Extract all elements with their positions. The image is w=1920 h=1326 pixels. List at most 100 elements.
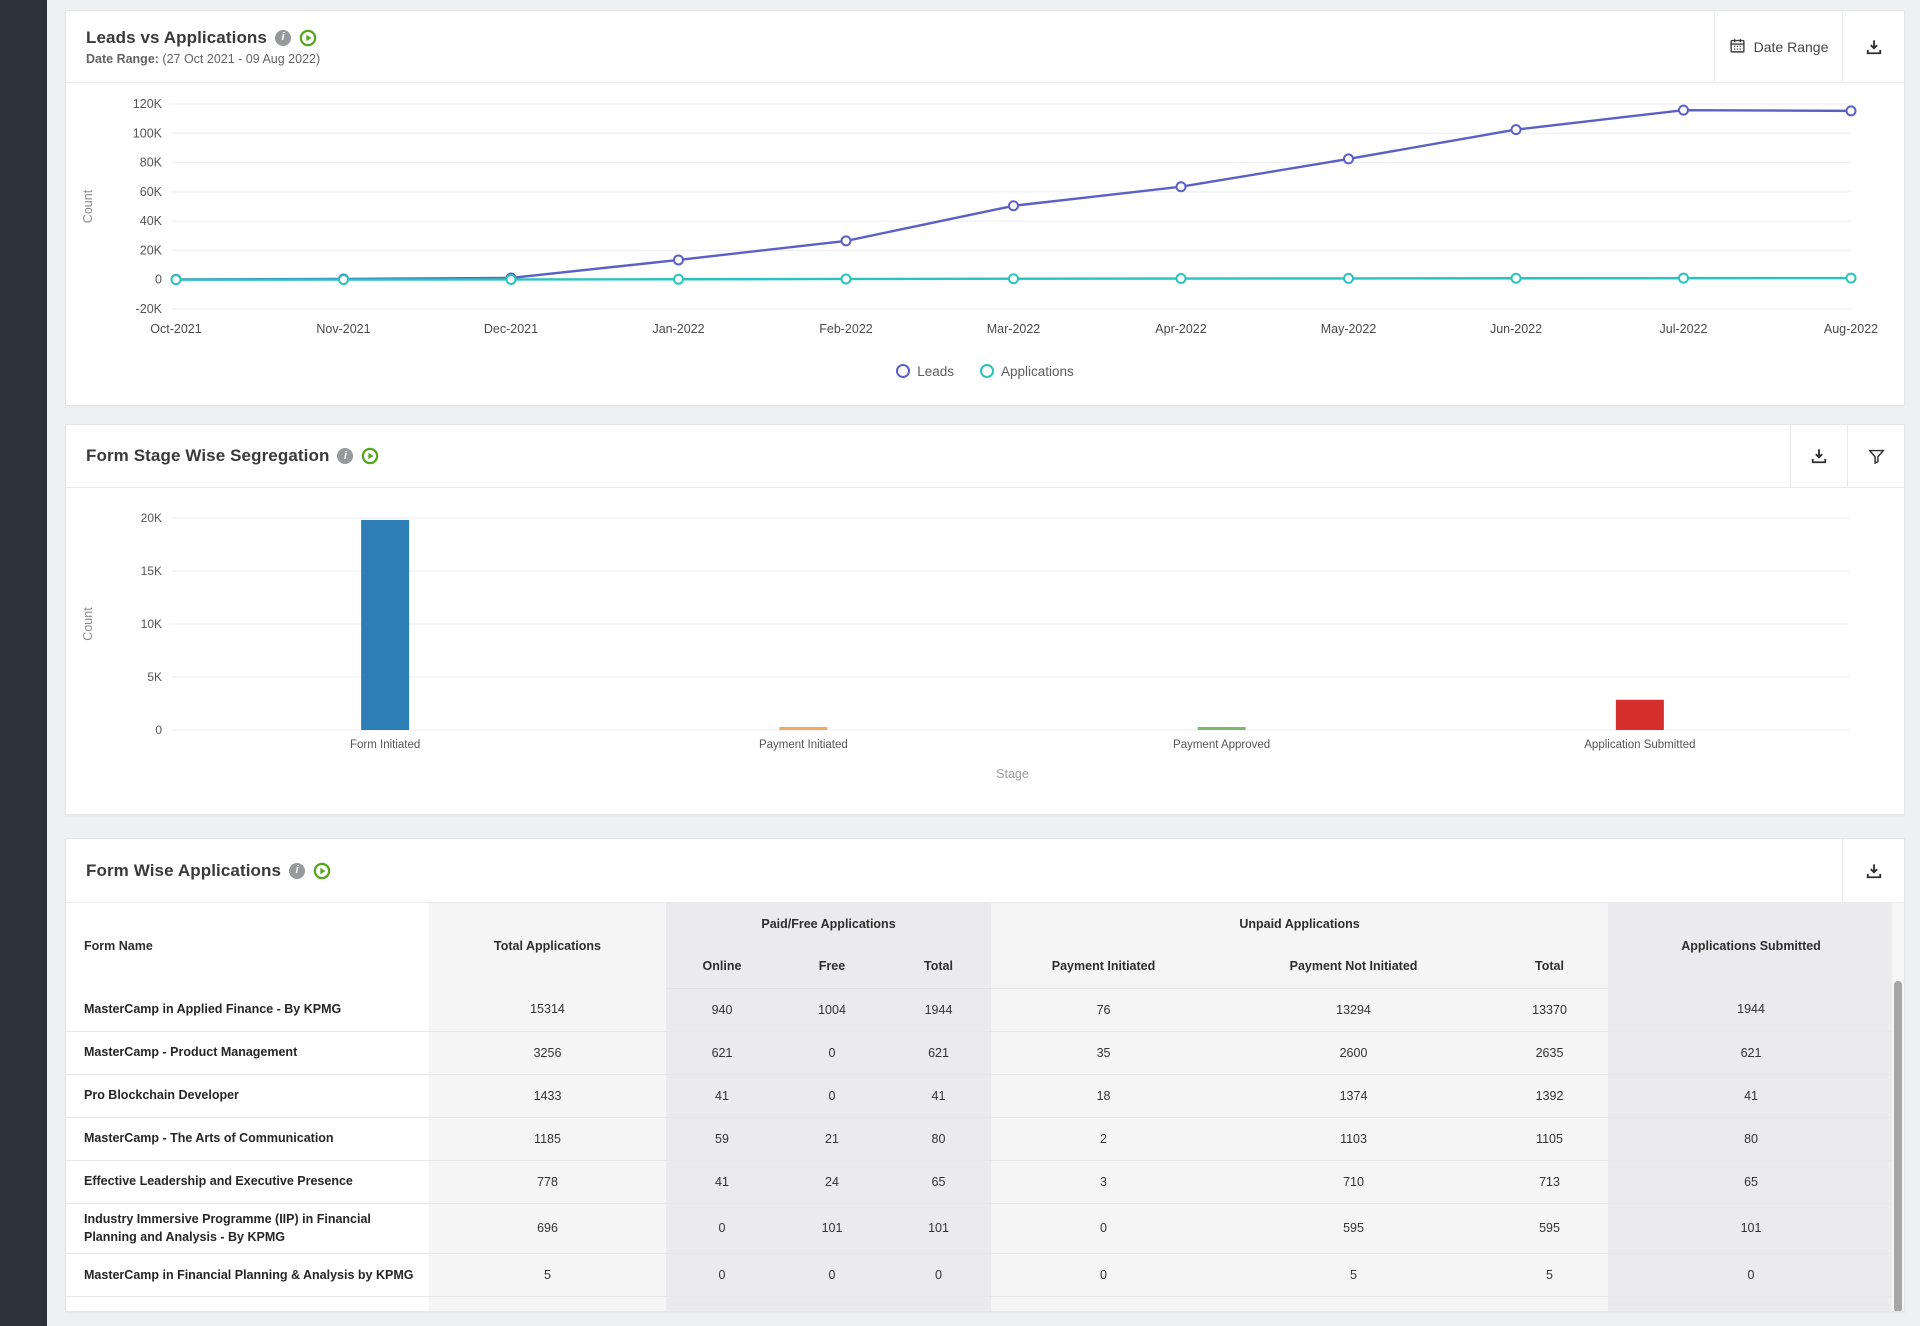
form-name-cell: MasterCamp - Product Management <box>66 1031 429 1075</box>
download-button[interactable] <box>1842 839 1904 902</box>
table-row[interactable]: MasterCamp in Applied Finance - By KPMG 1… <box>66 988 1895 1032</box>
leads-vs-applications-chart: 120K 100K 80K 60K 40K 20K 0 -20K Count Oct-2021 No… <box>81 97 1878 336</box>
info-icon[interactable]: i <box>289 862 306 879</box>
chart-legend: Leads Applications <box>66 351 1904 391</box>
bar-application-submitted[interactable] <box>1615 699 1664 730</box>
data-point-applications[interactable] <box>1510 272 1522 284</box>
table-cell: 710 <box>1216 1160 1492 1204</box>
table-cell: 41 <box>1608 1074 1895 1118</box>
data-point-leads[interactable] <box>1175 181 1187 193</box>
data-point-leads[interactable] <box>1510 124 1522 136</box>
data-point-leads[interactable] <box>1678 104 1689 116</box>
data-point-leads[interactable] <box>1343 153 1354 165</box>
table-cell <box>778 1296 886 1311</box>
form-name-cell: Effective Leadership and Executive Prese… <box>66 1160 429 1204</box>
legend-item-applications[interactable]: Applications <box>980 364 1074 379</box>
subtitle-value: (27 Oct 2021 - 09 Aug 2022) <box>158 51 321 66</box>
data-point-applications[interactable] <box>840 273 852 285</box>
bar-payment-initiated[interactable] <box>779 727 828 730</box>
table-row[interactable]: MasterCamp - Product Management 3256 621 0 6… <box>66 1031 1895 1075</box>
download-button[interactable] <box>1790 425 1847 487</box>
subtitle-label: Date Range: <box>86 51 159 66</box>
y-tick-label: 100K <box>133 126 163 140</box>
x-tick-label: Nov-2021 <box>316 322 370 336</box>
y-tick-label: 40K <box>140 214 163 228</box>
table-row[interactable]: MasterCamp in Financial Planning & Analy… <box>66 1253 1895 1297</box>
card-header: Form Stage Wise Segregation i <box>66 425 1904 488</box>
y-tick-label: 15K <box>141 564 162 578</box>
table-cell: 1374 <box>1216 1074 1492 1118</box>
legend-item-leads[interactable]: Leads <box>896 364 954 379</box>
table-cell: 41 <box>886 1074 992 1118</box>
table-cell: 0 <box>666 1253 778 1297</box>
table-cell: 2600 <box>1216 1031 1492 1075</box>
x-tick-label: Jul-2022 <box>1660 322 1708 336</box>
table-cell <box>666 1296 778 1311</box>
bar-form-initiated[interactable] <box>361 519 410 730</box>
calendar-icon <box>1729 37 1746 57</box>
table-cell: 1392 <box>1491 1074 1609 1118</box>
table-cell <box>991 1296 1217 1311</box>
leads-vs-applications-card: Leads vs Applications i Date Range: (27 … <box>65 10 1905 406</box>
bar-payment-approved[interactable] <box>1197 727 1246 730</box>
table-cell: 59 <box>666 1117 778 1161</box>
table-row[interactable]: Effective Leadership and Executive Prese… <box>66 1160 1895 1204</box>
play-icon[interactable] <box>299 29 317 47</box>
y-tick-label: 60K <box>140 185 163 199</box>
table-vertical-scrollbar[interactable] <box>1892 903 1904 1311</box>
column-header: Free <box>778 945 886 989</box>
y-tick-label: 10K <box>141 617 162 631</box>
data-point-applications[interactable] <box>1175 273 1187 285</box>
line-series-leads <box>175 108 1852 281</box>
data-point-applications[interactable] <box>1343 272 1354 284</box>
data-point-leads[interactable] <box>673 254 684 266</box>
data-point-applications[interactable] <box>170 274 182 286</box>
table-cell: 0 <box>886 1253 992 1297</box>
data-point-applications[interactable] <box>673 273 684 285</box>
table-cell <box>1608 1296 1895 1311</box>
title-block: Form Stage Wise Segregation i <box>66 425 1790 487</box>
table-cell: 1433 <box>429 1074 666 1118</box>
title-block: Form Wise Applications i <box>66 839 1842 902</box>
data-point-applications[interactable] <box>1845 272 1857 284</box>
form-stage-bar-chart: 20K 15K 10K 5K 0 Count Form Initiated Payment I… <box>81 511 1849 781</box>
table-cell: 13370 <box>1491 988 1609 1032</box>
table-cell: 778 <box>429 1160 666 1204</box>
table-cell: 1103 <box>1216 1117 1492 1161</box>
table-cell: 1185 <box>429 1117 666 1161</box>
data-point-leads[interactable] <box>1845 105 1857 117</box>
scrollbar-thumb[interactable] <box>1894 981 1902 1311</box>
filter-button[interactable] <box>1847 425 1904 487</box>
info-icon[interactable]: i <box>274 29 291 46</box>
table-row[interactable]: Industry Immersive Programme (IIP) in Fi… <box>66 1203 1895 1254</box>
date-range-button[interactable]: Date Range <box>1714 11 1842 82</box>
table-row[interactable]: Pro Blockchain Developer 1433 41 0 41 18 1374 1… <box>66 1074 1895 1118</box>
play-icon[interactable] <box>313 862 331 880</box>
data-point-applications[interactable] <box>338 274 349 286</box>
table-cell: 713 <box>1491 1160 1609 1204</box>
info-icon[interactable]: i <box>337 448 354 464</box>
x-tick-label: Oct-2021 <box>150 322 201 336</box>
data-point-applications[interactable] <box>505 273 517 285</box>
section-title: Form Stage Wise Segregation <box>86 446 330 465</box>
data-point-applications[interactable] <box>1678 272 1689 284</box>
table-cell: 18 <box>991 1074 1217 1118</box>
legend-swatch <box>896 364 911 378</box>
x-tick-label: Feb-2022 <box>819 322 873 336</box>
download-button[interactable] <box>1842 11 1904 82</box>
column-header: Payment Not Initiated <box>1216 945 1492 989</box>
form-name-cell: Pro Blockchain Developer <box>66 1074 429 1118</box>
table-cell: 80 <box>1608 1117 1895 1161</box>
play-icon[interactable] <box>361 447 379 465</box>
data-point-leads[interactable] <box>840 235 852 247</box>
table-row-partial <box>66 1296 1895 1311</box>
table-cell: 2635 <box>1491 1031 1609 1075</box>
x-tick-label: Jun-2022 <box>1490 322 1542 336</box>
table-row[interactable]: MasterCamp - The Arts of Communication 11… <box>66 1117 1895 1161</box>
data-point-applications[interactable] <box>1008 273 1019 285</box>
table-cell: 0 <box>1608 1253 1895 1297</box>
data-point-leads[interactable] <box>1008 200 1019 212</box>
table-cell <box>429 1296 666 1311</box>
table-cell <box>1216 1296 1492 1311</box>
table-cell: 1004 <box>778 988 886 1032</box>
